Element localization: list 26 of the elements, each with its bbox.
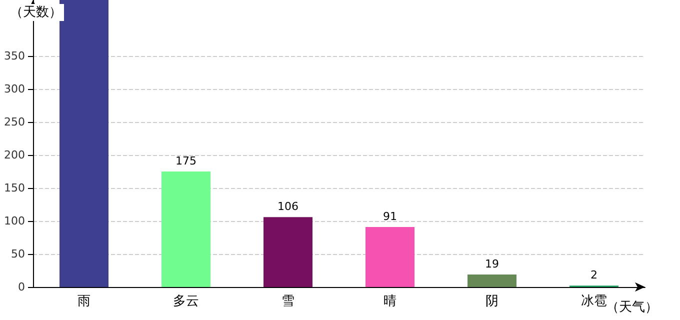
data-label: 19 — [485, 257, 499, 270]
y-axis-title: （天数） — [10, 5, 62, 20]
y-tick-label: 0 — [18, 280, 25, 294]
x-tick-label: 雨 — [78, 294, 90, 309]
y-tick-label: 250 — [4, 116, 25, 129]
x-axis-title: （天气） — [606, 300, 658, 315]
bar — [468, 274, 516, 287]
data-label: 175 — [176, 154, 196, 168]
y-tick-label: 350 — [4, 50, 25, 63]
bar — [366, 226, 414, 287]
x-tick-label: 阴 — [486, 294, 498, 309]
x-tick-label: 雪 — [282, 294, 294, 309]
x-tick-label: 晴 — [384, 294, 396, 309]
bar — [264, 217, 312, 287]
x-tick-label: 多云 — [173, 294, 199, 309]
y-tick-label: 50 — [11, 248, 25, 261]
data-label: 2 — [590, 268, 598, 282]
bar — [60, 0, 108, 287]
data-label: 91 — [383, 210, 397, 223]
x-tick-label: 冰雹 — [581, 294, 607, 309]
y-tick-label: 150 — [4, 182, 25, 195]
y-tick-label: 200 — [4, 148, 25, 162]
y-tick-label: 300 — [4, 82, 25, 96]
data-label: 106 — [278, 200, 298, 214]
bar — [162, 172, 210, 287]
y-tick-label: 100 — [4, 214, 25, 228]
